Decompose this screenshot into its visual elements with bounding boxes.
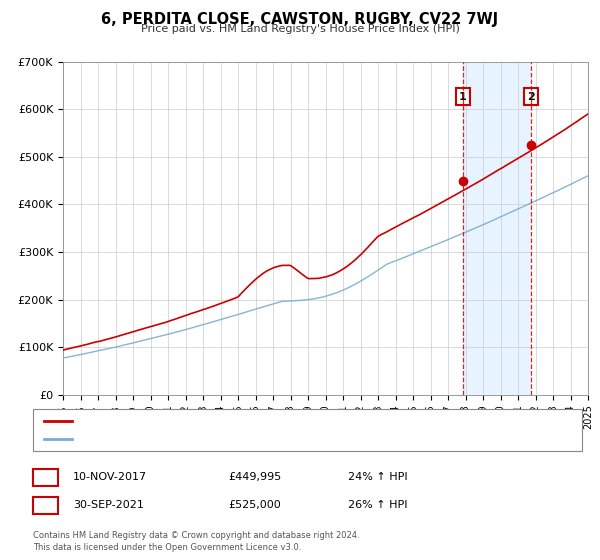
Text: This data is licensed under the Open Government Licence v3.0.: This data is licensed under the Open Gov… (33, 543, 301, 552)
Text: Price paid vs. HM Land Registry's House Price Index (HPI): Price paid vs. HM Land Registry's House … (140, 24, 460, 34)
Text: 6, PERDITA CLOSE, CAWSTON, RUGBY, CV22 7WJ: 6, PERDITA CLOSE, CAWSTON, RUGBY, CV22 7… (101, 12, 499, 27)
Bar (463, 62, 531, 395)
Text: Contains HM Land Registry data © Crown copyright and database right 2024.: Contains HM Land Registry data © Crown c… (33, 531, 359, 540)
Text: 10-NOV-2017: 10-NOV-2017 (73, 472, 148, 482)
Text: 1: 1 (41, 470, 50, 484)
Text: £449,995: £449,995 (228, 472, 281, 482)
Text: 1: 1 (459, 92, 467, 101)
Text: 2: 2 (41, 498, 50, 512)
Text: 26% ↑ HPI: 26% ↑ HPI (348, 500, 407, 510)
Text: 6, PERDITA CLOSE, CAWSTON, RUGBY, CV22 7WJ (detached house): 6, PERDITA CLOSE, CAWSTON, RUGBY, CV22 7… (76, 417, 424, 426)
Text: 2: 2 (527, 92, 535, 101)
Text: 24% ↑ HPI: 24% ↑ HPI (348, 472, 407, 482)
Text: 30-SEP-2021: 30-SEP-2021 (73, 500, 144, 510)
Text: HPI: Average price, detached house, Rugby: HPI: Average price, detached house, Rugb… (76, 434, 302, 444)
Text: £525,000: £525,000 (228, 500, 281, 510)
